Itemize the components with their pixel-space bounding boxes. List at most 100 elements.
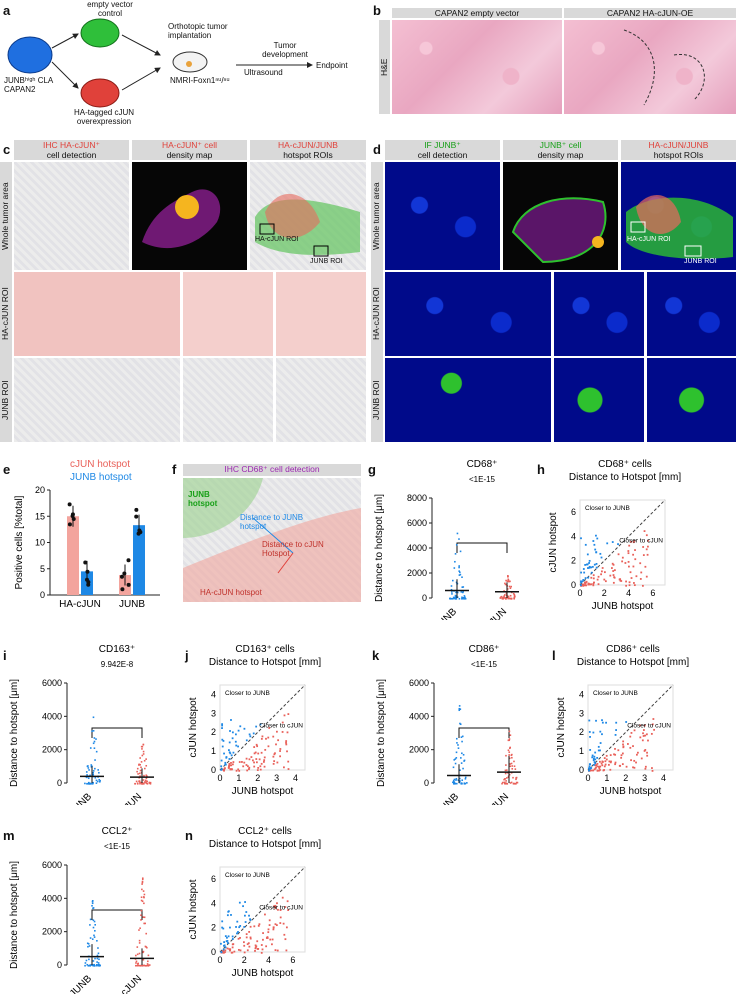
chart-l-title: CD86⁺ cells — [606, 644, 660, 655]
chart-h-point-junb — [580, 580, 582, 583]
chart-i-ytick-label: 6000 — [42, 678, 62, 688]
chart-j-point-cjun — [255, 761, 258, 764]
chart-j-point-junb — [228, 749, 230, 752]
e-point — [67, 502, 72, 507]
chart-g-point — [463, 596, 465, 599]
chart-m-point — [91, 902, 94, 905]
chart-m-point — [88, 945, 91, 947]
chart-h-point-junb — [590, 571, 593, 574]
chart-l-point-cjun — [609, 754, 612, 757]
chart-h-point-junb — [587, 567, 589, 569]
chart-n-point-cjun — [279, 922, 282, 924]
chart-n-point-cjun — [285, 949, 288, 952]
chart-n-point-cjun — [272, 926, 275, 929]
chart-j-point-cjun — [272, 762, 275, 765]
chart-n-point-cjun — [233, 950, 236, 953]
chart-j-point-cjun — [273, 760, 276, 763]
chart-l-point-cjun — [596, 762, 599, 765]
chart-i-point — [92, 773, 95, 776]
chart-h-point-cjun — [590, 576, 593, 579]
chart-h-point-cjun — [621, 560, 624, 563]
chart-k-bracket — [458, 727, 510, 738]
chart-n-point-cjun — [286, 900, 289, 903]
chart-k-point — [516, 781, 519, 784]
chart-n-point-cjun — [231, 943, 234, 946]
chart-n-point-cjun — [237, 948, 240, 951]
chart-j-point-junb — [221, 745, 224, 748]
chart-k-point — [455, 779, 457, 781]
chart-l-point-cjun — [598, 769, 601, 772]
chart-j-point-junb — [228, 751, 231, 754]
chart-m-point — [147, 954, 150, 957]
chart-g-pvalue: <1E-15 — [469, 475, 496, 484]
e-point — [119, 574, 124, 579]
d-header-2: JUNB⁺ cell density map — [503, 140, 618, 160]
chart-g-point — [502, 597, 504, 600]
panel-label-l: l — [552, 648, 556, 663]
chart-k-point — [510, 781, 513, 784]
chart-m-point — [143, 916, 146, 919]
chart-j-point-cjun — [259, 768, 262, 771]
chart-h-point-junb — [580, 584, 582, 587]
chart-m-point — [84, 962, 87, 964]
chart-h-point-cjun — [639, 578, 642, 580]
chart-h-point-cjun — [647, 545, 649, 548]
e-point — [134, 507, 139, 512]
chart-h-point-cjun — [628, 565, 630, 568]
chart-h-point-cjun — [618, 578, 621, 581]
chart-l-point-cjun — [617, 749, 620, 752]
chart-g-point — [509, 587, 512, 590]
chart-n-point-cjun — [231, 946, 234, 949]
chart-j-note-junb: Closer to JUNB — [225, 690, 270, 697]
chart-l-point-cjun — [644, 765, 647, 768]
chart-j-point-cjun — [272, 735, 275, 738]
chart-j-point-cjun — [273, 753, 276, 756]
chart-g-point — [507, 580, 509, 582]
chart-m-pvalue: <1E-15 — [104, 842, 131, 851]
chart-h-point-cjun — [611, 567, 613, 569]
chart-k-point — [453, 782, 455, 784]
chart-m-point — [98, 964, 101, 967]
chart-i-point — [86, 774, 88, 776]
chart-m-point — [97, 962, 100, 964]
d-row-whole: Whole tumor area — [371, 182, 381, 250]
chart-k-point — [460, 757, 462, 759]
chart-g-point — [500, 595, 503, 598]
chart-g-ylabel: Distance to hotspot [μm] — [374, 494, 385, 602]
chart-n-point-cjun — [267, 928, 270, 931]
chart-j-point-cjun — [238, 761, 241, 763]
chart-n-point-junb — [238, 901, 241, 904]
chart-l-point-cjun — [600, 762, 603, 765]
chart-k-point — [460, 782, 463, 784]
chart-n-point-cjun — [246, 949, 249, 952]
e-point — [85, 569, 90, 574]
chart-j-point-junb — [220, 765, 223, 768]
panel-label-k: k — [372, 648, 380, 663]
chart-k-point — [511, 756, 513, 759]
chart-i-point — [144, 779, 147, 782]
chart-i-point — [85, 776, 88, 779]
chart-n-point-cjun — [287, 909, 290, 911]
chart-g-point — [455, 591, 457, 594]
chart-j-ytick-label: 2 — [211, 727, 216, 737]
chart-g-ytick-label: 8000 — [407, 493, 427, 503]
chart-j-point-cjun — [248, 768, 250, 771]
chart-i-ytick-label: 0 — [57, 778, 62, 788]
chart-j-point-cjun — [287, 768, 290, 770]
chart-l-point-cjun — [604, 763, 607, 766]
chart-j-point-junb — [237, 729, 240, 732]
chart-j-point-junb — [231, 737, 234, 740]
chart-j-point-cjun — [229, 768, 232, 770]
chart-n-point-cjun — [283, 933, 286, 936]
chart-g-point — [504, 594, 506, 596]
chart-i-point — [136, 782, 139, 785]
chart-n-point-junb — [220, 942, 222, 945]
chart-j-point-junb — [221, 723, 224, 726]
chart-i-point — [146, 775, 148, 778]
chart-h-point-junb — [595, 534, 597, 537]
chart-k-point — [461, 752, 463, 755]
chart-n-point-cjun — [275, 924, 278, 927]
chart-l-point-cjun — [643, 724, 646, 727]
chart-k-pvalue: <1E-15 — [471, 660, 498, 669]
chart-h-ylabel: cJUN hotspot — [548, 512, 559, 572]
